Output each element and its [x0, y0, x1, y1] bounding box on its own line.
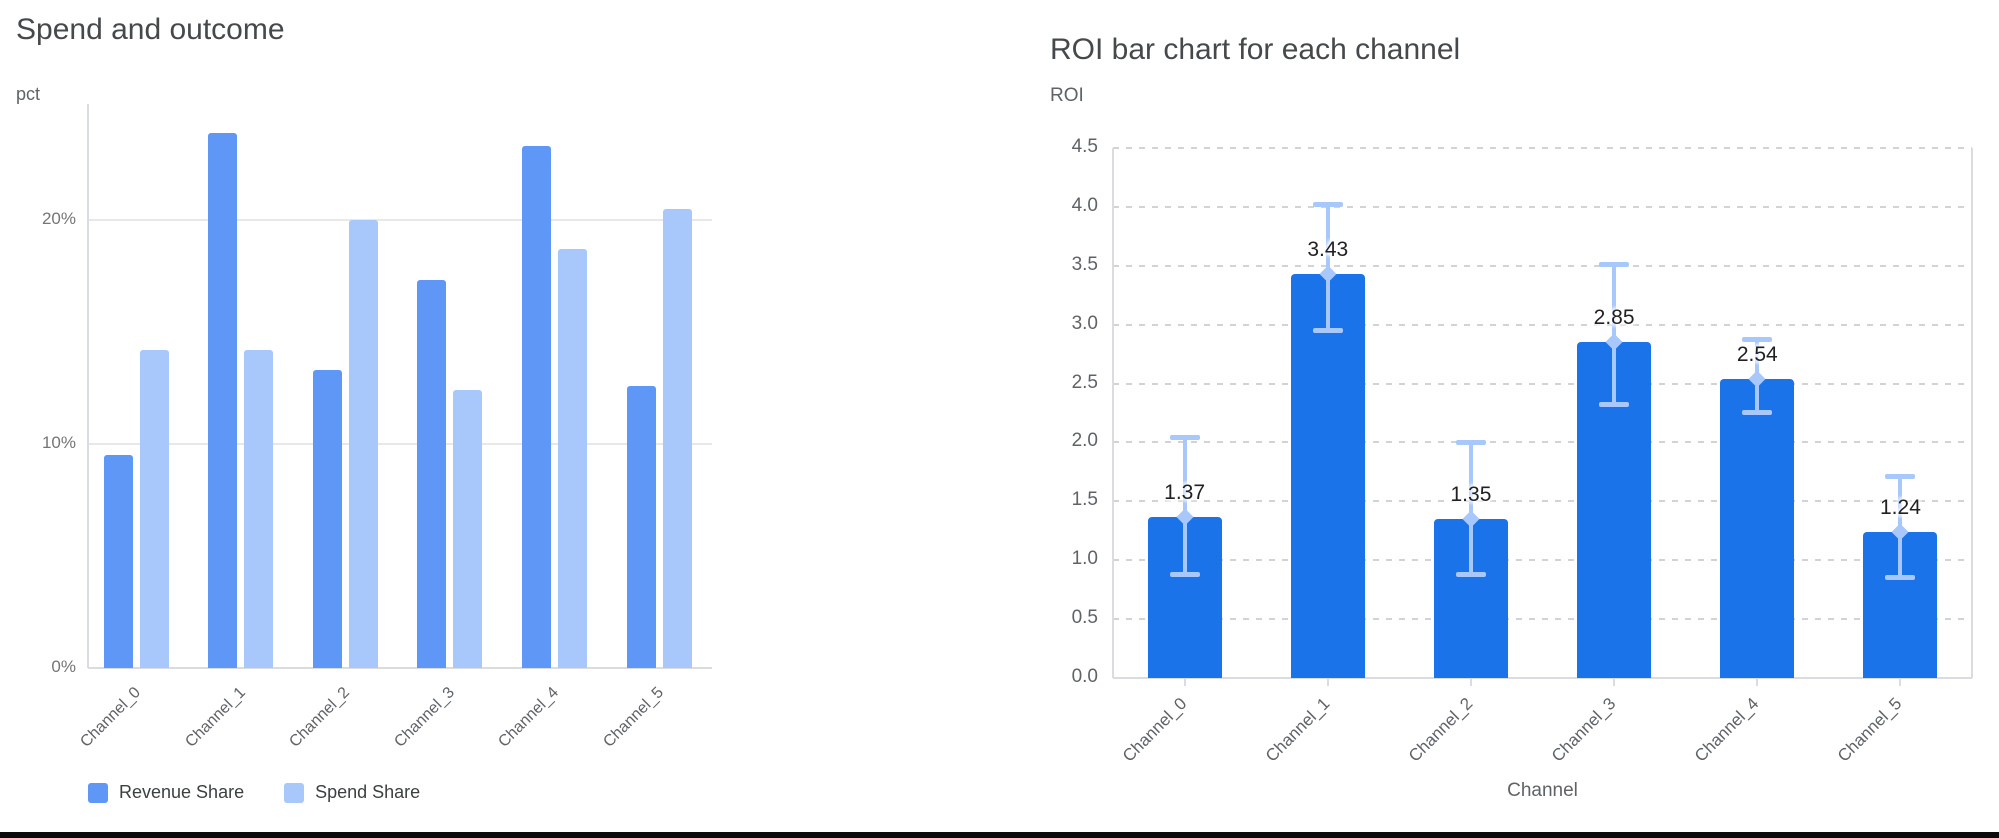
- grouped-bar-revenue-share: [417, 280, 447, 668]
- grouped-bar-revenue-share: [312, 370, 342, 668]
- x-tick-label: Channel_5: [600, 684, 668, 751]
- gridline: [1113, 441, 1972, 444]
- x-axis-tick: [1326, 678, 1329, 686]
- gridline: [1113, 264, 1972, 267]
- gridline: [1113, 677, 1972, 679]
- y-tick-label: 20%: [41, 209, 76, 228]
- bar-value-label: 3.43: [1307, 238, 1349, 261]
- x-tick-label: Channel_0: [1118, 694, 1191, 766]
- x-axis-tick: [1183, 678, 1186, 686]
- y-tick-label: 1.0: [1071, 548, 1098, 570]
- grouped-bar-revenue-share: [103, 455, 133, 668]
- legend-label: Revenue Share: [119, 782, 245, 802]
- x-tick-label: Channel_2: [1404, 694, 1477, 766]
- x-tick-label: Channel_3: [1547, 694, 1620, 766]
- y-tick-label: 0.5: [1071, 607, 1098, 629]
- gridline: [1113, 382, 1972, 385]
- y-tick-label: 2.0: [1071, 430, 1098, 452]
- legend-item-revenue-share: Revenue Share: [88, 782, 244, 803]
- revenue-share-swatch: [88, 782, 108, 803]
- x-tick-label: Channel_1: [181, 684, 249, 751]
- gridline: [1113, 559, 1972, 562]
- y-tick-label: 0%: [51, 657, 76, 676]
- bar-value-label: 1.37: [1164, 480, 1206, 504]
- bar-value-label: 1.24: [1880, 495, 1921, 519]
- gridline: [88, 443, 712, 445]
- error-bar-cap-top: [1742, 337, 1773, 343]
- y-tick-label: 0.0: [1071, 666, 1098, 687]
- plot-right-border: [1971, 148, 1973, 678]
- y-tick-label: 1.5: [1071, 489, 1098, 511]
- error-bar-cap-bottom: [1599, 402, 1630, 408]
- x-tick-label: Channel_3: [391, 684, 458, 751]
- error-bar-cap-bottom: [1312, 328, 1343, 334]
- gridline: [1113, 323, 1972, 326]
- y-tick-label: 3.0: [1071, 312, 1098, 334]
- x-axis-tick: [1756, 678, 1759, 686]
- error-bar-cap-top: [1455, 439, 1486, 445]
- left-chart-legend: Revenue Share Spend Share: [88, 782, 420, 803]
- bar-value-label: 2.54: [1736, 342, 1778, 366]
- error-bar-line: [1468, 442, 1473, 575]
- error-bar-line: [1182, 437, 1187, 575]
- error-bar-cap-top: [1312, 202, 1343, 208]
- grouped-bar-spend-share: [139, 349, 169, 668]
- right-chart-unit-label: ROI: [1050, 85, 1084, 106]
- error-bar-cap-bottom: [1455, 571, 1486, 577]
- x-tick-label: Channel_4: [1691, 694, 1763, 766]
- grouped-bar-spend-share: [348, 220, 378, 668]
- bar-value-label: 1.35: [1450, 482, 1492, 506]
- grouped-bar-revenue-share: [626, 385, 656, 668]
- y-axis-line: [87, 104, 89, 668]
- x-tick-label: Channel_1: [1261, 694, 1334, 766]
- y-tick-label: 2.5: [1071, 371, 1098, 393]
- bottom-divider: [0, 832, 1999, 838]
- grouped-bar-spend-share: [557, 249, 587, 668]
- x-tick-label: Channel_0: [77, 684, 145, 751]
- right-chart-title: ROI bar chart for each channel: [1050, 33, 1460, 67]
- x-tick-label: Channel_5: [1834, 694, 1906, 766]
- gridline: [1113, 500, 1972, 503]
- error-bar-cap-bottom: [1885, 575, 1916, 581]
- gridline: [88, 667, 712, 669]
- right-chart-x-axis-title: Channel: [1507, 780, 1578, 801]
- gridline: [1113, 205, 1972, 208]
- error-bar-cap-top: [1885, 474, 1916, 480]
- left-chart-title: Spend and outcome: [16, 13, 285, 47]
- x-tick-label: Channel_2: [286, 684, 354, 751]
- y-tick-label: 10%: [41, 433, 76, 452]
- spend-share-swatch: [284, 782, 305, 803]
- legend-item-spend-share: Spend Share: [284, 782, 420, 803]
- error-bar-cap-top: [1599, 262, 1630, 268]
- grouped-bar-revenue-share: [521, 146, 551, 668]
- gridline: [1113, 146, 1972, 149]
- bar-value-label: 2.85: [1593, 306, 1635, 330]
- grouped-bar-revenue-share: [208, 132, 238, 668]
- x-axis-tick: [1613, 678, 1616, 686]
- roi-bar: [1290, 274, 1365, 678]
- y-tick-label: 4.0: [1071, 194, 1098, 216]
- error-bar-cap-bottom: [1742, 410, 1773, 416]
- y-tick-label: 3.5: [1071, 253, 1098, 275]
- y-axis-line: [1112, 148, 1114, 678]
- x-tick-label: Channel_4: [495, 684, 563, 751]
- grouped-bar-spend-share: [244, 349, 274, 668]
- page-title: Spend and outcome: [16, 13, 285, 46]
- grouped-bar-spend-share: [662, 208, 692, 668]
- legend-label: Spend Share: [315, 782, 421, 802]
- grouped-bar-spend-share: [453, 390, 483, 668]
- page-title: ROI bar chart for each channel: [1050, 33, 1461, 66]
- left-chart-unit-label: pct: [16, 84, 41, 104]
- gridline: [1113, 618, 1972, 621]
- error-bar-cap-bottom: [1169, 571, 1200, 577]
- roi-bar: [1720, 378, 1795, 678]
- error-bar-cap-top: [1169, 435, 1200, 441]
- gridline: [88, 219, 712, 221]
- x-axis-tick: [1469, 678, 1472, 686]
- x-axis-tick: [1899, 678, 1902, 686]
- y-tick-label: 4.5: [1071, 135, 1098, 157]
